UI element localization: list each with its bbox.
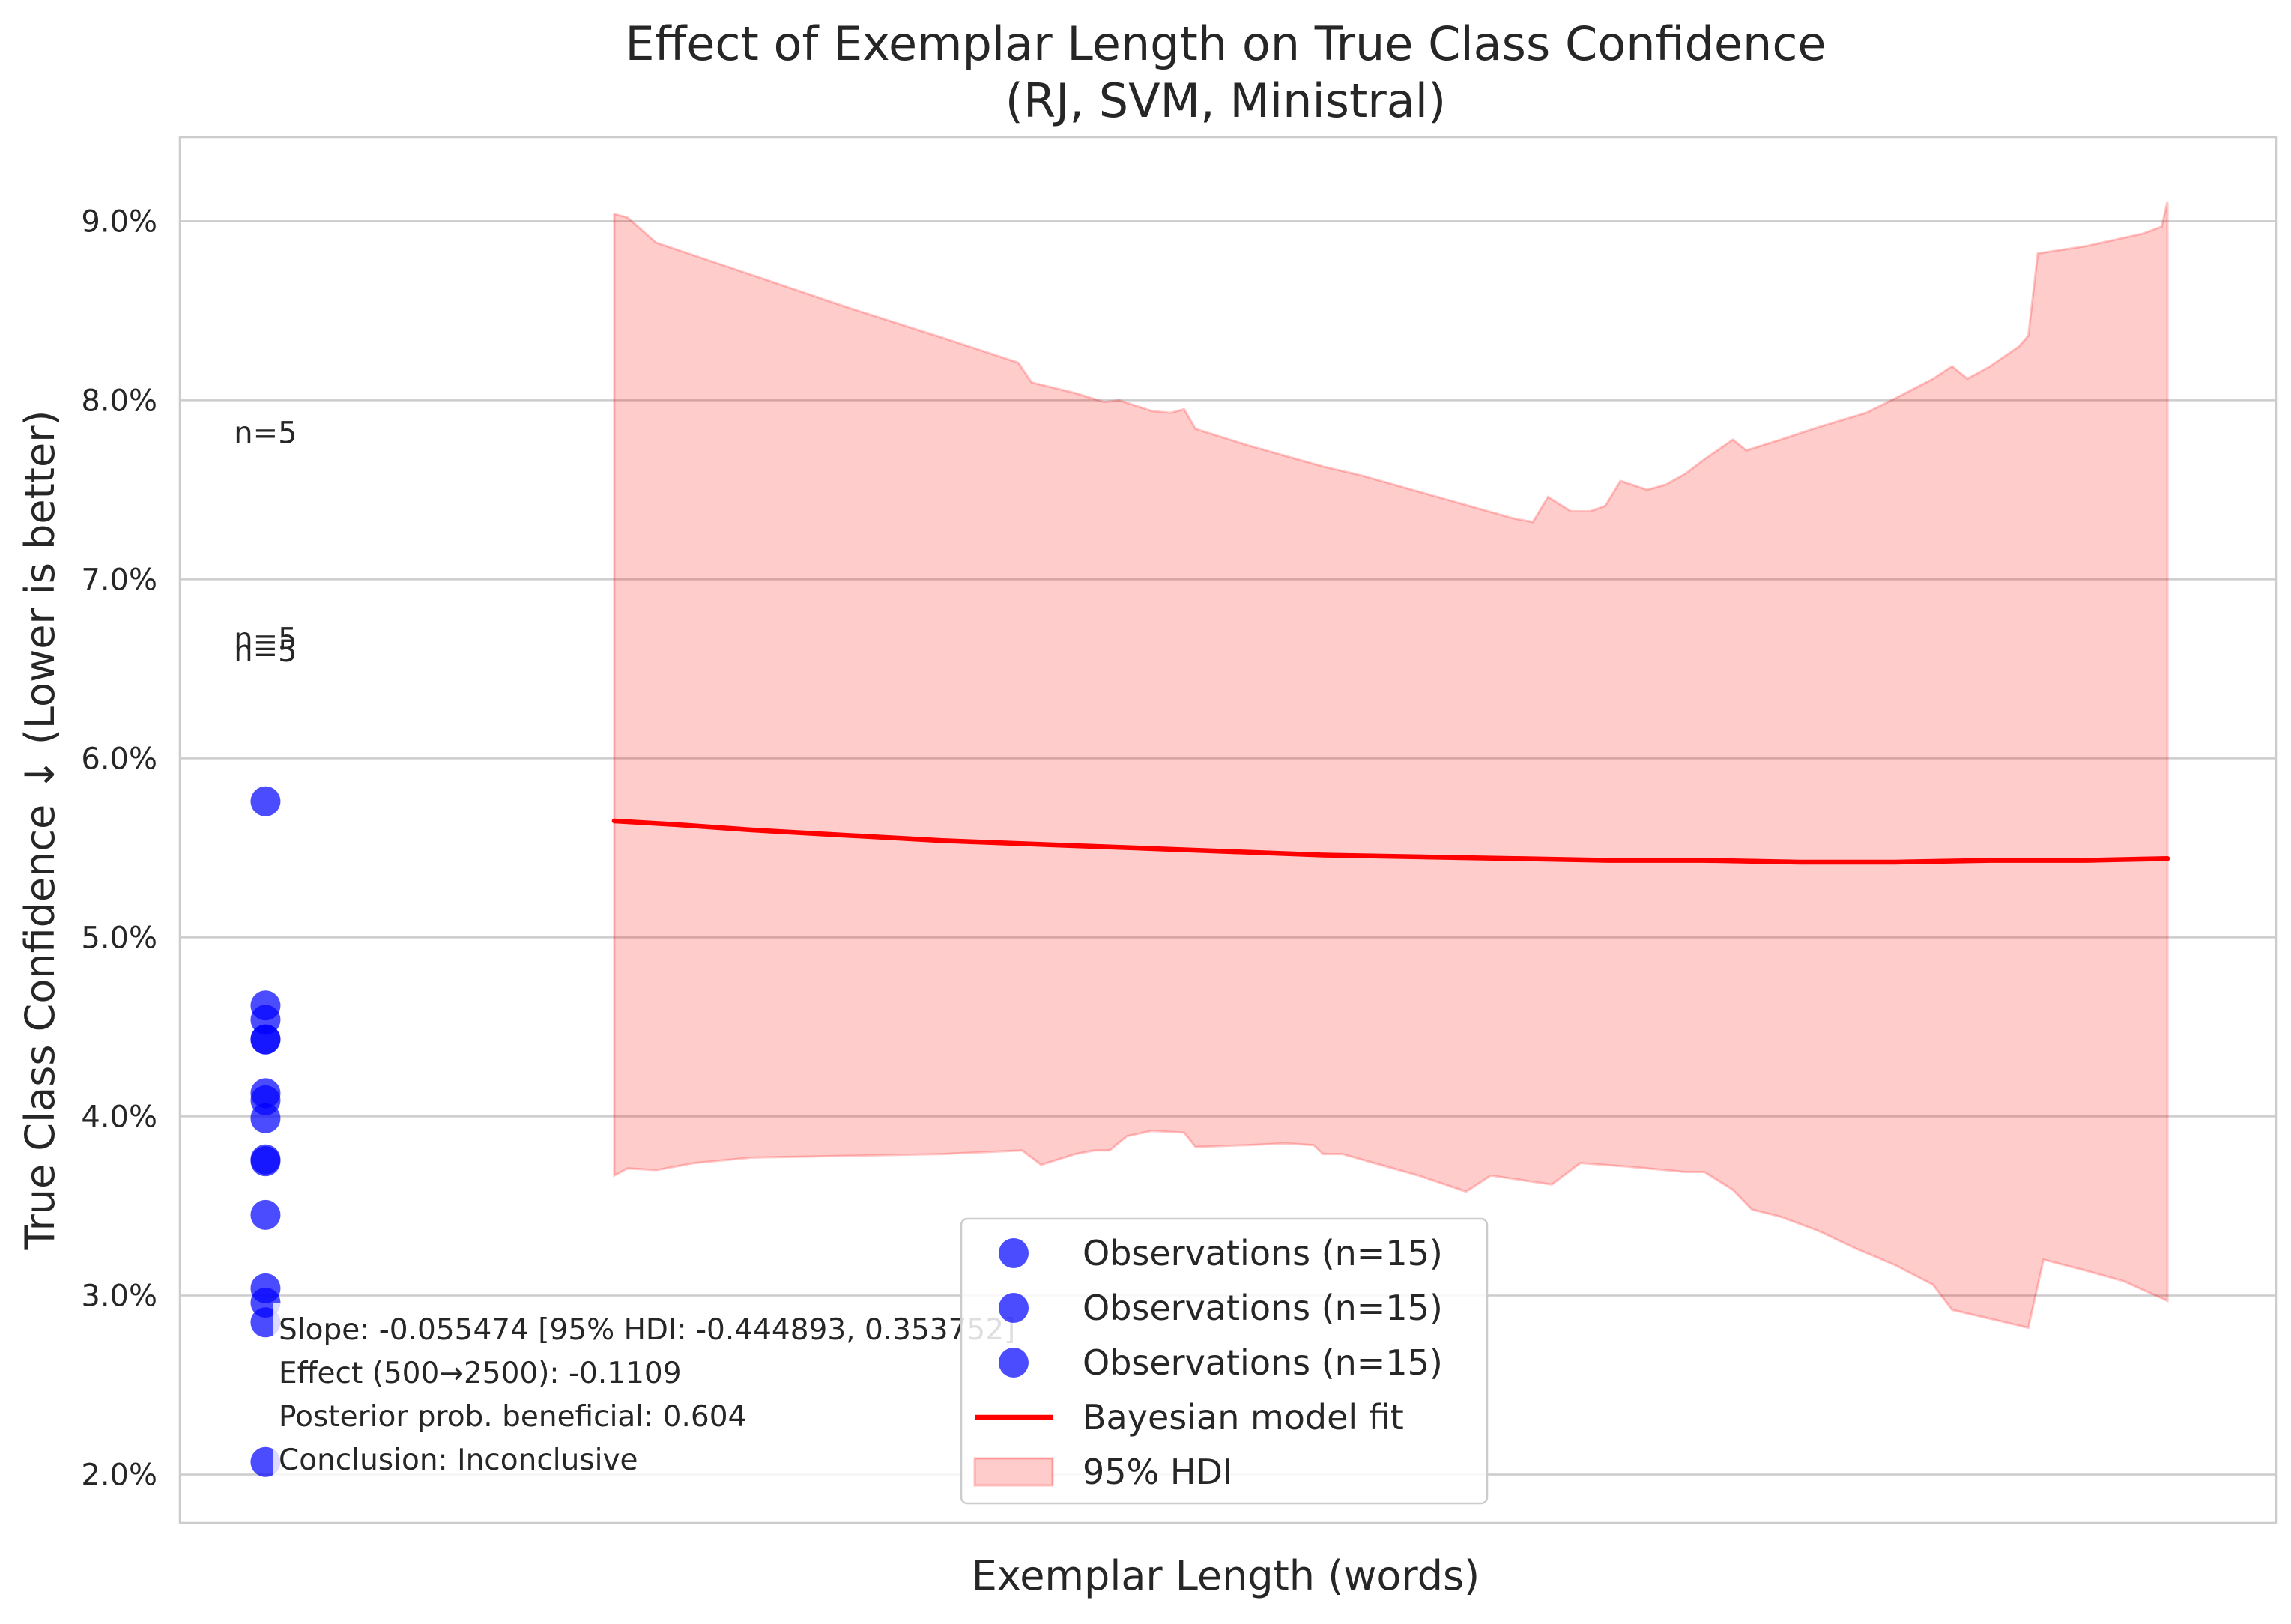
count-label: n=5 — [234, 622, 297, 656]
legend-patch-icon — [973, 1457, 1054, 1487]
chart-subtitle: (RJ, SVM, Ministral) — [1005, 73, 1446, 128]
stats-line: Posterior prob. beneficial: 0.604 — [279, 1400, 746, 1434]
stats-line: Conclusion: Inconclusive — [279, 1443, 638, 1477]
legend-label: Observations (n=15) — [1083, 1233, 1443, 1273]
stats-line: Effect (500→2500): -0.1109 — [279, 1357, 682, 1390]
y-tick-labels: 2.0% 3.0% 4.0% 5.0% 6.0% 7.0% 8.0% 9.0% — [81, 204, 157, 1492]
count-annotations: n=5n=5n=5 — [234, 416, 297, 669]
legend-box — [960, 1217, 1489, 1505]
legend: Observations (n=15) Observations (n=15) Ob… — [960, 1217, 1489, 1505]
fit-line — [611, 818, 2170, 865]
y-tick-label: 5.0% — [81, 921, 157, 955]
y-tick-label: 8.0% — [81, 384, 157, 418]
y-tick-label: 4.0% — [81, 1100, 157, 1134]
observation-point — [250, 786, 281, 816]
stats-annotation: Slope: -0.055474 [95% HDI: -0.444893, 0.… — [273, 1303, 1052, 1495]
y-tick-label: 9.0% — [81, 204, 157, 239]
stats-line: Slope: -0.055474 [95% HDI: -0.444893, 0.… — [279, 1313, 1015, 1347]
legend-marker-icon — [999, 1238, 1029, 1268]
legend-marker-icon — [999, 1293, 1029, 1323]
observation-point — [250, 1199, 281, 1230]
y-tick-label: 6.0% — [81, 742, 157, 776]
legend-label: 95% HDI — [1083, 1452, 1232, 1492]
legend-label: Observations (n=15) — [1083, 1288, 1443, 1328]
legend-label: Bayesian model fit — [1083, 1397, 1404, 1437]
observation-point — [250, 1103, 281, 1133]
legend-marker-icon — [999, 1348, 1029, 1378]
fit-line-layer — [611, 818, 2170, 865]
plot-frame — [178, 136, 2278, 1524]
count-label: n=5 — [234, 416, 297, 450]
chart-title: Effect of Exemplar Length on True Class … — [625, 16, 1826, 71]
y-tick-label: 2.0% — [81, 1458, 157, 1492]
y-axis-label: True Class Confidence ↓ (Lower is better… — [16, 410, 64, 1251]
x-axis-label: Exemplar Length (words) — [972, 1552, 1480, 1599]
legend-label: Observations (n=15) — [1083, 1342, 1443, 1383]
observation-point — [250, 1024, 281, 1055]
y-tick-label: 3.0% — [81, 1279, 157, 1313]
hdi-band-layer — [613, 201, 2169, 1330]
count-label: n=5 — [234, 634, 297, 669]
y-tick-label: 7.0% — [81, 563, 157, 597]
observation-point — [250, 1146, 281, 1177]
stats-box — [273, 1303, 1052, 1495]
hdi-band — [613, 201, 2169, 1330]
